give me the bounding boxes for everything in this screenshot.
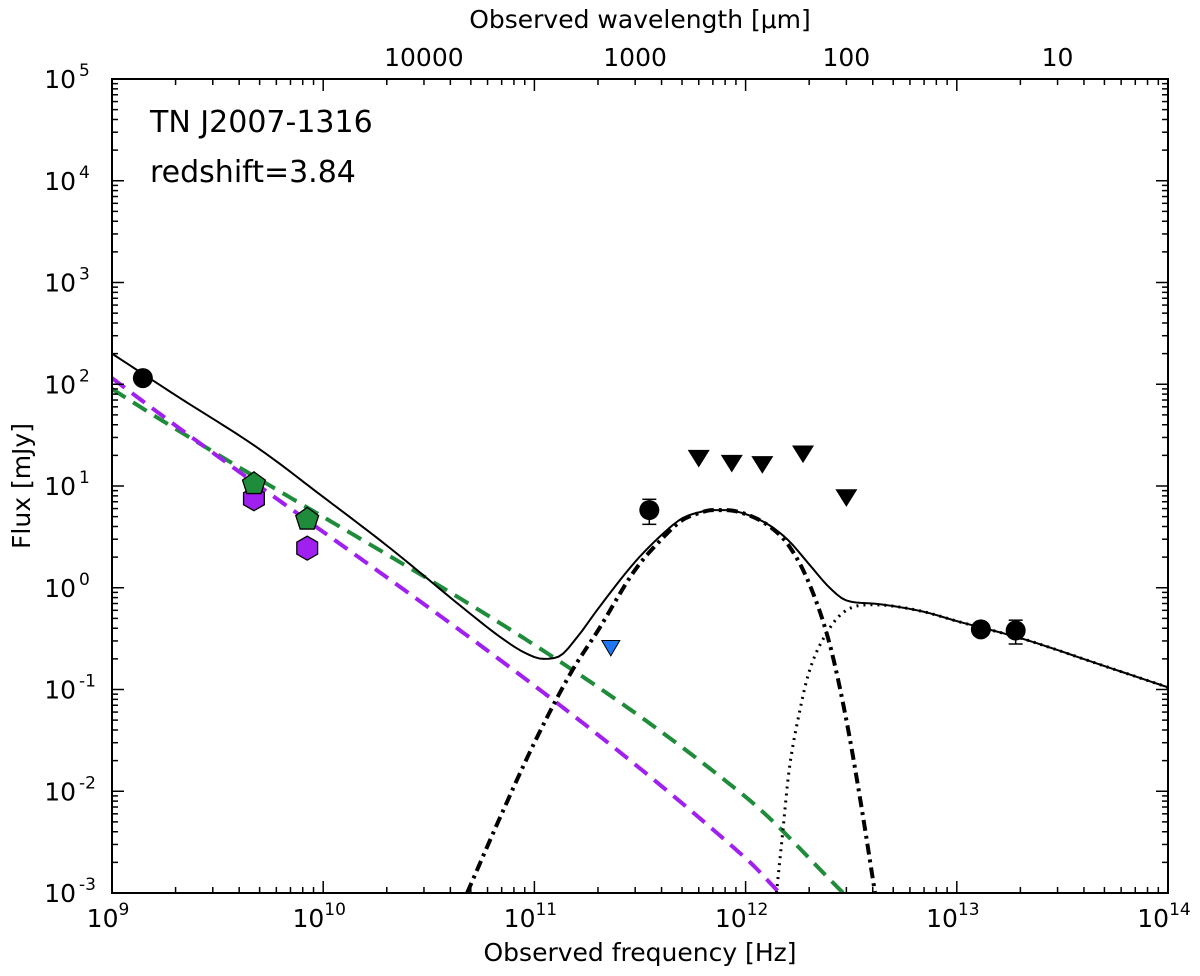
series-line-total [112, 352, 1168, 689]
top-tick-label: 100 [822, 43, 870, 72]
green-pentagon-point [295, 506, 320, 530]
blue-upper-limit-triangle [600, 640, 621, 657]
upper-limit-triangle [687, 449, 710, 468]
top-axis-title: Observed wavelength [μm] [469, 5, 811, 34]
y-tick-label: 10 2 [44, 366, 90, 399]
x-tick-label: 1011 [504, 900, 557, 933]
observed-data-point [970, 619, 991, 640]
purple-hexagon-point [296, 535, 319, 561]
green-pentagon-point [241, 471, 267, 495]
y-axis-title: Flux [mJy] [7, 423, 36, 549]
series-line-dust [465, 508, 877, 893]
series-line-purple-synchrotron [112, 376, 782, 893]
y-tick-label: 10 5 [44, 61, 90, 94]
y-tick-label: 10 0 [44, 570, 90, 603]
markers-group [132, 368, 1026, 657]
upper-limit-triangle [792, 445, 815, 464]
y-tick-label: 10 1 [44, 468, 90, 501]
source-name-annotation: TN J2007-1316 [149, 105, 373, 140]
observed-data-point [639, 500, 660, 521]
x-axis-title: Observed frequency [Hz] [484, 938, 797, 967]
x-tick-label: 1010 [292, 900, 345, 933]
observed-data-point [132, 368, 153, 389]
x-tick-label: 1013 [926, 900, 979, 933]
plot-frame [111, 78, 1169, 894]
y-tick-label: 10 -2 [44, 773, 96, 806]
curves-group [112, 352, 1168, 893]
observed-data-point [1005, 620, 1026, 641]
top-tick-label: 10 [1042, 43, 1074, 72]
top-tick-label: 1000 [603, 43, 667, 72]
y-tick-label: 10 4 [44, 163, 90, 196]
series-line-agn-torus [774, 603, 1168, 893]
upper-limit-triangle [720, 454, 743, 473]
x-tick-label: 1014 [1137, 900, 1190, 933]
top-tick-label: 10000 [384, 43, 464, 72]
upper-limit-triangle [751, 456, 774, 474]
series-line-green-synchrotron [112, 387, 845, 893]
plot-layer [112, 352, 1168, 893]
y-tick-label: 10 3 [44, 265, 90, 298]
y-tick-label: 10 -1 [44, 672, 96, 705]
upper-limit-triangle [835, 489, 858, 507]
x-tick-label: 109 [87, 900, 130, 933]
redshift-annotation: redshift=3.84 [150, 155, 356, 190]
x-tick-label: 1012 [715, 900, 768, 933]
